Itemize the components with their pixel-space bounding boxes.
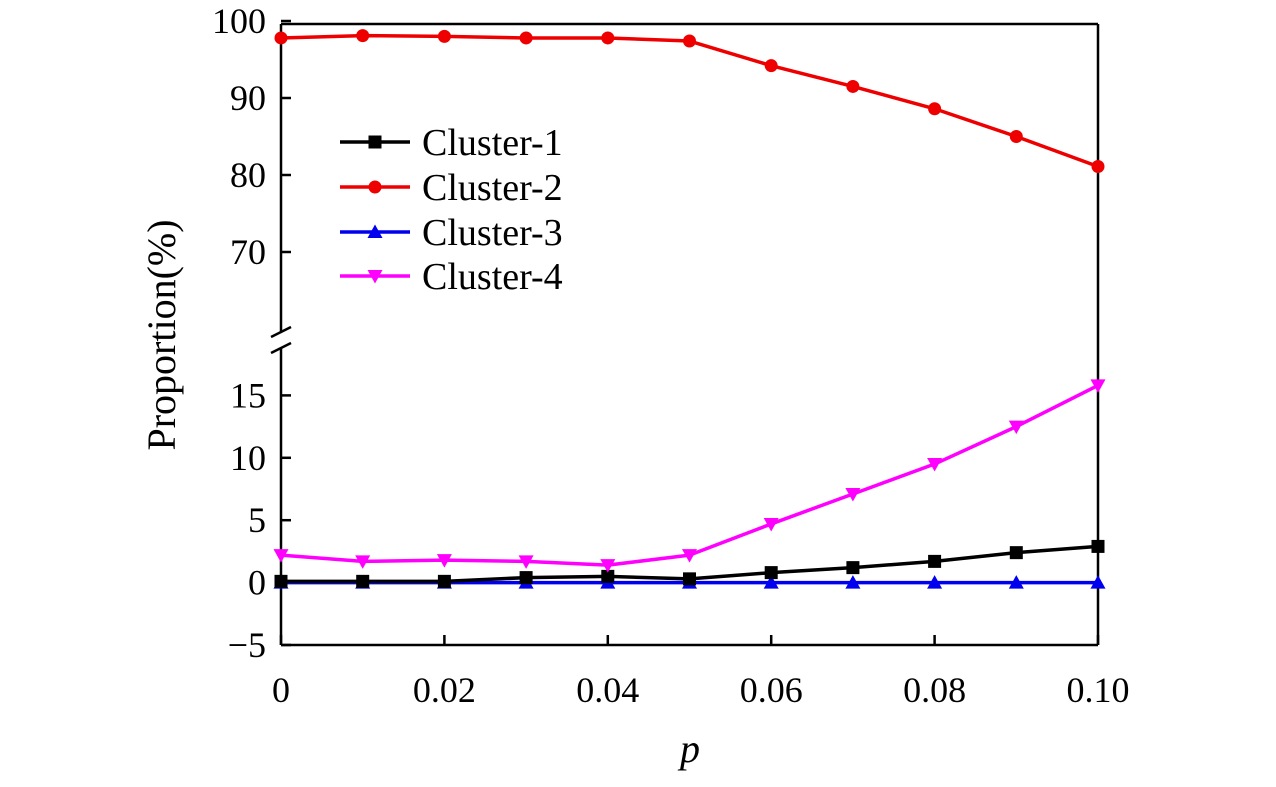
cluster-1-point (1009, 546, 1023, 560)
y-tick-label: 100 (212, 1, 266, 41)
cluster-4-point (273, 549, 289, 563)
cluster-3-point (845, 575, 861, 589)
y-tick-label: 5 (248, 500, 266, 540)
axis-break-mark (270, 341, 292, 355)
cluster-1-point (274, 574, 288, 588)
cluster-2-point (928, 102, 942, 116)
cluster-1-point (1091, 539, 1105, 553)
x-tick-label: 0.04 (576, 670, 639, 710)
cluster-2-point (1009, 130, 1023, 143)
cluster-3-point (763, 575, 779, 589)
x-axis-title: p (677, 726, 700, 771)
cluster-2-series (274, 29, 1105, 174)
x-tick-label: 0.10 (1067, 670, 1130, 710)
legend-item-cluster-3: Cluster-3 (340, 212, 563, 254)
y-axis-title: Proportion(%) (139, 219, 184, 450)
legend-label: Cluster-3 (422, 212, 563, 254)
legend-marker (367, 224, 383, 238)
cluster-2-point (519, 31, 533, 45)
legend-item-cluster-2: Cluster-2 (340, 167, 563, 209)
cluster-4-point (1090, 379, 1106, 393)
cluster-2-point (764, 59, 778, 73)
cluster-2-point (683, 34, 696, 48)
cluster-4-point (763, 517, 779, 532)
cluster-1-point (928, 554, 942, 568)
y-tick-label: 70 (230, 232, 266, 272)
cluster-3-point (1090, 575, 1106, 589)
cluster-4-point (518, 555, 534, 569)
cluster-2-point (437, 29, 451, 43)
legend-label: Cluster-2 (422, 167, 563, 209)
cluster-1-point (519, 571, 533, 585)
cluster-2-line (280, 33, 1099, 169)
legend-item-cluster-1: Cluster-1 (340, 122, 563, 164)
cluster-1-point (437, 574, 451, 588)
legend-marker (368, 135, 382, 149)
y-tick-label: 80 (230, 155, 266, 195)
y-tick-label: 0 (248, 563, 266, 603)
cluster-2-point (1091, 160, 1105, 174)
y-tick-label: −5 (228, 625, 266, 665)
cluster-4-point (845, 487, 861, 502)
cluster-4-point (600, 559, 616, 573)
cluster-2-point (601, 31, 615, 45)
cluster-1-point (846, 561, 860, 575)
cluster-1-point (764, 566, 778, 580)
cluster-3-point (1008, 575, 1024, 589)
x-tick-label: 0.08 (903, 670, 966, 710)
x-tick-label: 0.06 (740, 670, 803, 710)
cluster-4-point (436, 554, 452, 568)
cluster-1-point (683, 572, 696, 586)
cluster-2-point (274, 31, 288, 45)
cluster-2-point (356, 29, 370, 43)
cluster-4-point (355, 555, 371, 569)
cluster-1-point (601, 569, 615, 583)
cluster-4-point (927, 458, 943, 472)
legend-label: Cluster-4 (422, 256, 563, 298)
legend-item-cluster-4: Cluster-4 (340, 256, 563, 298)
cluster-4-point (682, 549, 697, 563)
cluster-4-series (273, 379, 1106, 573)
legend-marker (368, 180, 382, 194)
series-group (273, 29, 1106, 589)
cluster-1-series (274, 539, 1105, 588)
legend-label: Cluster-1 (422, 122, 563, 164)
y-tick-label: 90 (230, 78, 266, 118)
y-tick-label: 10 (230, 438, 266, 478)
legend-marker (367, 270, 383, 284)
x-tick-label: 0 (272, 670, 290, 710)
y-tick-label: 15 (230, 375, 266, 415)
cluster-4-line (280, 383, 1099, 567)
x-tick-label: 0.02 (413, 670, 476, 710)
cluster-4-point (1008, 420, 1024, 435)
cluster-1-point (356, 574, 370, 588)
cluster-2-point (846, 79, 860, 93)
axis-break-mark (270, 325, 292, 339)
cluster-3-point (927, 575, 943, 589)
